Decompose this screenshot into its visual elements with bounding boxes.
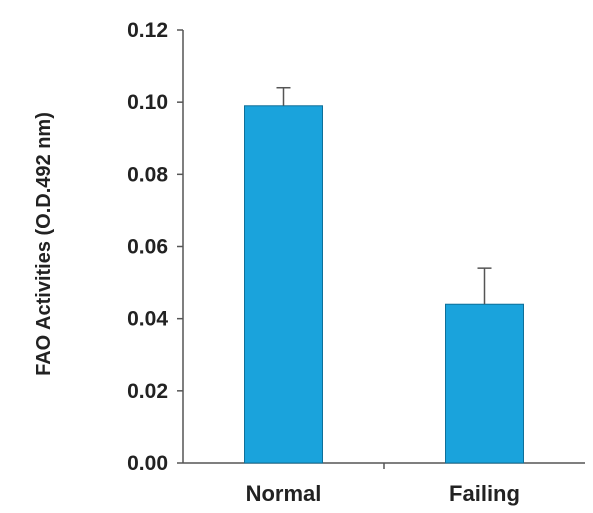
bar-failing: [445, 303, 524, 464]
x-category-label: Failing: [449, 481, 520, 506]
y-tick-label: 0.04: [127, 308, 168, 331]
bar-normal: [244, 105, 323, 464]
y-tick-label: 0.06: [127, 236, 168, 259]
x-category-label: Normal: [246, 481, 322, 506]
y-axis: 0.00 0.02 0.04 0.06 0.08 0.10 0.12: [127, 19, 184, 475]
y-axis-title-group: FAO Activities (O.D.492 nm): [33, 112, 55, 376]
y-tick-label: 0.02: [127, 380, 168, 403]
bars: [244, 105, 524, 464]
error-bars: [276, 86, 492, 305]
y-tick-label: 0.08: [127, 163, 168, 186]
x-category-labels: Normal Failing: [246, 481, 520, 506]
y-tick-label: 0.00: [127, 452, 168, 475]
y-axis-title: FAO Activities (O.D.492 nm): [33, 112, 55, 376]
y-tick-label: 0.12: [127, 19, 168, 42]
x-axis: [183, 462, 585, 469]
y-tick-label: 0.10: [127, 91, 168, 114]
